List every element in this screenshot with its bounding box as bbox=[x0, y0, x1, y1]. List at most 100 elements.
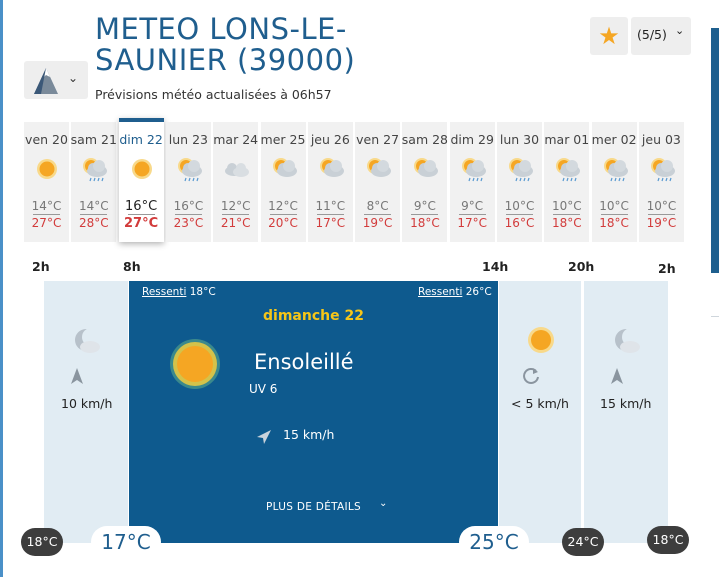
sun-cloud-rain-icon bbox=[601, 156, 629, 182]
wind-speed: < 5 km/h bbox=[511, 396, 569, 411]
cloud-icon bbox=[222, 156, 250, 180]
temp-divider bbox=[316, 214, 344, 215]
more-details-link[interactable]: PLUS DE DÉTAILS bbox=[266, 501, 362, 513]
temp-divider bbox=[411, 214, 439, 215]
weather-condition: Ensoleillé bbox=[254, 350, 354, 374]
day-label: jeu 03 bbox=[641, 132, 681, 147]
city-pagination-dropdown[interactable]: (5/5) ⌄ bbox=[631, 17, 691, 55]
timeslot-night[interactable] bbox=[44, 281, 128, 543]
felt-label: Ressenti bbox=[142, 286, 187, 298]
day-label: mer 25 bbox=[260, 132, 306, 147]
temp-divider bbox=[127, 214, 155, 215]
day-tile-6[interactable]: jeu 26 11°C 17°C bbox=[307, 122, 353, 242]
max-temp: 21°C bbox=[220, 216, 251, 230]
sun-cloud-rain-icon bbox=[506, 156, 534, 182]
sun-cloud-icon bbox=[317, 156, 345, 180]
min-temp: 10°C bbox=[551, 199, 582, 213]
temp-divider bbox=[506, 214, 533, 215]
max-temp: 17°C bbox=[457, 216, 488, 230]
day-tile-5[interactable]: mer 25 12°C 20°C bbox=[260, 122, 306, 242]
day-label: jeu 26 bbox=[310, 132, 350, 147]
mountain-icon bbox=[34, 68, 58, 94]
star-icon: ★ bbox=[598, 22, 620, 50]
daily-forecast-strip: ven 20 14°C 27°C sam 21 14°C 28°C dim 22 16°C 27… bbox=[24, 118, 689, 242]
sun-icon bbox=[528, 327, 554, 353]
day-tile-2[interactable]: dim 22 16°C 27°C bbox=[118, 118, 164, 242]
max-temp: 18°C bbox=[551, 216, 582, 230]
hour-label: 2h bbox=[658, 261, 676, 276]
sun-cloud-icon bbox=[411, 156, 439, 180]
uv-index: UV 6 bbox=[249, 382, 278, 396]
day-tile-4[interactable]: mar 24 12°C 21°C bbox=[213, 122, 259, 242]
day-label: dim 29 bbox=[450, 132, 494, 147]
felt-temp-right: Ressenti 26°C bbox=[418, 286, 492, 298]
day-label: ven 27 bbox=[356, 132, 400, 147]
day-label: sam 28 bbox=[401, 132, 448, 147]
wind-arrow-icon bbox=[71, 368, 83, 384]
day-label: mar 24 bbox=[213, 132, 259, 147]
felt-value: 18°C bbox=[189, 286, 216, 298]
hour-label: 14h bbox=[482, 259, 509, 274]
day-label: mar 01 bbox=[544, 132, 590, 147]
min-temp: 14°C bbox=[31, 199, 62, 213]
favorite-button[interactable]: ★ bbox=[590, 17, 628, 55]
temp-divider bbox=[222, 214, 250, 215]
day-tile-11[interactable]: mar 01 10°C 18°C bbox=[544, 122, 590, 242]
min-temp: 8°C bbox=[366, 199, 389, 213]
max-temp: 18°C bbox=[410, 216, 440, 230]
day-label: mer 02 bbox=[591, 132, 637, 147]
wind-speed: 10 km/h bbox=[61, 396, 113, 411]
chevron-down-icon: ⌄ bbox=[68, 71, 79, 85]
wind-arrow-icon bbox=[611, 368, 623, 384]
min-temp: 14°C bbox=[78, 199, 109, 213]
day-tile-10[interactable]: lun 30 10°C 16°C bbox=[497, 122, 542, 242]
day-tile-9[interactable]: dim 29 9°C 17°C bbox=[449, 122, 495, 242]
update-subtitle: Prévisions météo actualisées à 06h57 bbox=[95, 87, 332, 102]
sun-icon bbox=[128, 156, 156, 180]
min-temp: 10°C bbox=[504, 199, 535, 213]
sun-icon bbox=[33, 156, 61, 180]
max-temp: 20°C bbox=[268, 216, 298, 230]
temp-pill: 24°C bbox=[562, 528, 604, 556]
sun-cloud-rain-icon bbox=[459, 156, 487, 182]
temp-pill: 18°C bbox=[21, 528, 63, 556]
day-tile-3[interactable]: lun 23 16°C 23°C bbox=[165, 122, 211, 242]
max-temp: 27°C bbox=[124, 216, 159, 231]
sun-icon bbox=[170, 339, 220, 389]
temp-pill-start: 17°C bbox=[91, 526, 161, 558]
wind-speed: 15 km/h bbox=[600, 396, 652, 411]
day-tile-13[interactable]: jeu 03 10°C 19°C bbox=[638, 122, 684, 242]
min-temp: 12°C bbox=[220, 199, 251, 213]
timeslot-late-night[interactable] bbox=[584, 281, 668, 543]
moon-cloud-icon bbox=[615, 328, 640, 353]
felt-value: 26°C bbox=[465, 286, 492, 298]
hour-label: 20h bbox=[568, 259, 595, 274]
sun-cloud-rain-icon bbox=[80, 156, 108, 182]
selected-timeslot-panel[interactable]: Ressenti 18°C Ressenti 26°C dimanche 22 … bbox=[129, 281, 498, 543]
max-temp: 18°C bbox=[599, 216, 629, 230]
min-temp: 9°C bbox=[413, 199, 436, 213]
scrollbar-thumb[interactable] bbox=[711, 28, 719, 273]
day-tile-12[interactable]: mer 02 10°C 18°C bbox=[591, 122, 637, 242]
left-edge-bar bbox=[0, 0, 3, 577]
temp-divider bbox=[647, 214, 675, 215]
temp-divider bbox=[600, 214, 628, 215]
temp-pill: 18°C bbox=[647, 526, 689, 554]
max-temp: 23°C bbox=[173, 216, 204, 230]
mountain-selector-button[interactable]: ⌄ bbox=[24, 61, 88, 99]
timeslot-evening[interactable] bbox=[499, 281, 581, 543]
sun-cloud-rain-icon bbox=[175, 156, 203, 182]
wind-variable-icon bbox=[523, 368, 539, 384]
sun-cloud-icon bbox=[364, 156, 392, 180]
min-temp: 12°C bbox=[268, 199, 298, 213]
day-tile-7[interactable]: ven 27 8°C 19°C bbox=[355, 122, 401, 242]
day-tile-0[interactable]: ven 20 14°C 27°C bbox=[24, 122, 69, 242]
day-tile-1[interactable]: sam 21 14°C 28°C bbox=[71, 122, 117, 242]
wind-arrow-icon bbox=[257, 430, 271, 444]
min-temp: 10°C bbox=[646, 199, 677, 213]
max-temp: 19°C bbox=[646, 216, 677, 230]
min-temp: 16°C bbox=[125, 199, 158, 214]
min-temp: 9°C bbox=[461, 199, 484, 213]
temp-divider bbox=[174, 214, 202, 215]
day-tile-8[interactable]: sam 28 9°C 18°C bbox=[401, 122, 448, 242]
